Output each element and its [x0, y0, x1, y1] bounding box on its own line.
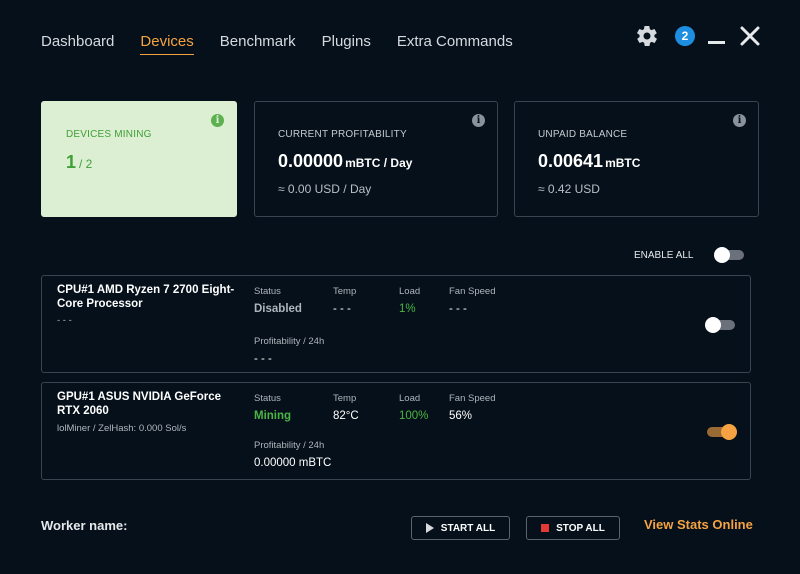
- device-algorithm: lolMiner / ZelHash: 0.000 Sol/s: [57, 423, 187, 434]
- devices-mining-card: DEVICES MINING i 1/ 2: [41, 101, 237, 217]
- unpaid-balance-card: UNPAID BALANCE i 0.00641 mBTC ≈ 0.42 USD: [514, 101, 759, 217]
- device-toggle[interactable]: [705, 317, 735, 333]
- toggle-knob: [721, 424, 737, 440]
- enable-all-label: ENABLE ALL: [634, 250, 694, 261]
- tab-dashboard[interactable]: Dashboard: [41, 33, 115, 50]
- profit-label: Profitability / 24h: [254, 440, 325, 451]
- load-value: 100%: [399, 410, 429, 422]
- tab-extra-commands[interactable]: Extra Commands: [396, 33, 513, 50]
- window-controls: 2: [635, 24, 760, 48]
- balance-usd: ≈ 0.42 USD: [538, 182, 600, 196]
- balance-label: UNPAID BALANCE: [538, 129, 628, 140]
- device-algorithm: - - -: [57, 315, 72, 326]
- profitability-value: 0.00000 mBTC / Day: [278, 151, 412, 172]
- devices-mining-active: 1: [66, 152, 77, 172]
- minimize-icon[interactable]: [708, 26, 725, 46]
- device-status: Status Disabled: [254, 286, 302, 315]
- device-name: GPU#1 ASUS NVIDIA GeForce RTX 2060: [57, 391, 222, 417]
- play-icon: [425, 523, 434, 533]
- temp-label: Temp: [333, 393, 357, 404]
- stop-all-button[interactable]: STOP ALL: [526, 516, 620, 540]
- device-row-gpu: GPU#1 ASUS NVIDIA GeForce RTX 2060 lolMi…: [41, 382, 751, 480]
- temp-value: 82°C: [333, 410, 359, 422]
- stop-icon: [541, 524, 550, 532]
- status-label: Status: [254, 286, 281, 297]
- device-row-cpu: CPU#1 AMD Ryzen 7 2700 Eight-Core Proces…: [41, 275, 751, 373]
- temp-label: Temp: [333, 286, 357, 297]
- status-value: Disabled: [254, 303, 302, 315]
- temp-value: - - -: [333, 303, 351, 315]
- device-toggle[interactable]: [707, 424, 737, 440]
- status-label: Status: [254, 393, 281, 404]
- profitability-unit: mBTC / Day: [345, 156, 413, 170]
- worker-name-label: Worker name:: [41, 518, 128, 533]
- load-label: Load: [399, 286, 421, 297]
- balance-number: 0.00641: [538, 151, 604, 171]
- device-load: Load 100%: [399, 393, 428, 422]
- gear-icon[interactable]: [635, 24, 659, 48]
- fan-label: Fan Speed: [449, 286, 496, 297]
- profit-value: - - -: [254, 353, 272, 365]
- load-label: Load: [399, 393, 421, 404]
- info-icon[interactable]: i: [733, 114, 746, 127]
- device-temp: Temp - - -: [333, 286, 356, 315]
- info-icon[interactable]: i: [211, 114, 224, 127]
- toggle-knob: [705, 317, 721, 333]
- load-value: 1%: [399, 303, 416, 315]
- fan-value: - - -: [449, 303, 467, 315]
- current-profitability-card: CURRENT PROFITABILITY i 0.00000 mBTC / Da…: [254, 101, 498, 217]
- enable-all-toggle[interactable]: [714, 247, 744, 263]
- fan-value: 56%: [449, 410, 473, 422]
- device-profitability: Profitability / 24h 0.00000 mBTC: [254, 440, 331, 469]
- device-status: Status Mining: [254, 393, 291, 422]
- devices-mining-total: / 2: [79, 157, 93, 171]
- close-icon[interactable]: [740, 26, 760, 46]
- device-fan: Fan Speed - - -: [449, 286, 495, 315]
- main-nav: Dashboard Devices Benchmark Plugins Extr…: [41, 33, 539, 55]
- info-icon[interactable]: i: [472, 114, 485, 127]
- device-fan: Fan Speed 56%: [449, 393, 495, 422]
- device-profitability: Profitability / 24h - - -: [254, 336, 324, 365]
- balance-unit: mBTC: [605, 156, 641, 170]
- start-all-button[interactable]: START ALL: [411, 516, 510, 540]
- profit-value: 0.00000 mBTC: [254, 457, 332, 469]
- profitability-number: 0.00000: [278, 151, 344, 171]
- fan-label: Fan Speed: [449, 393, 496, 404]
- notification-badge[interactable]: 2: [675, 26, 695, 46]
- devices-mining-label: DEVICES MINING: [66, 129, 152, 140]
- device-name: CPU#1 AMD Ryzen 7 2700 Eight-Core Proces…: [57, 284, 235, 310]
- balance-value: 0.00641 mBTC: [538, 151, 640, 172]
- profit-label: Profitability / 24h: [254, 336, 325, 347]
- profitability-usd: ≈ 0.00 USD / Day: [278, 182, 372, 196]
- stop-all-label: STOP ALL: [556, 522, 605, 534]
- profitability-label: CURRENT PROFITABILITY: [278, 129, 407, 140]
- toggle-knob: [714, 247, 730, 263]
- tab-devices[interactable]: Devices: [140, 33, 194, 55]
- tab-benchmark[interactable]: Benchmark: [219, 33, 296, 50]
- start-all-label: START ALL: [440, 522, 496, 534]
- status-value: Mining: [254, 410, 292, 422]
- device-temp: Temp 82°C: [333, 393, 359, 422]
- tab-plugins[interactable]: Plugins: [321, 33, 371, 50]
- device-load: Load 1%: [399, 286, 420, 315]
- devices-mining-value: 1/ 2: [66, 152, 92, 173]
- view-stats-online-link[interactable]: View Stats Online: [644, 517, 753, 532]
